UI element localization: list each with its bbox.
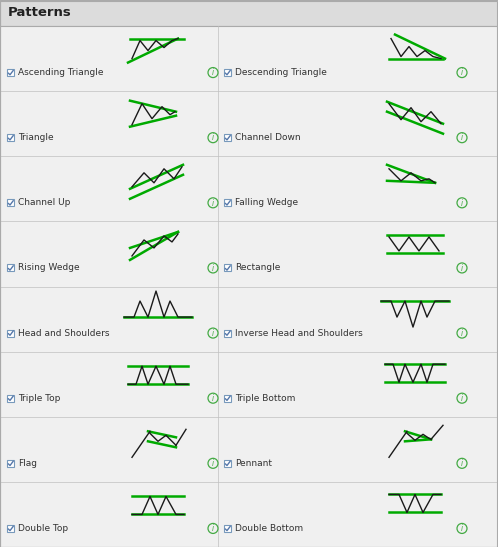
Text: i: i: [461, 199, 463, 208]
Text: i: i: [212, 524, 214, 533]
Bar: [7, 134, 14, 141]
Bar: [224, 69, 231, 76]
Text: Falling Wedge: Falling Wedge: [235, 199, 298, 207]
Bar: [224, 525, 231, 532]
Text: Channel Down: Channel Down: [235, 133, 301, 142]
Bar: [7, 329, 14, 336]
Text: Triple Bottom: Triple Bottom: [235, 394, 295, 403]
Text: Rectangle: Rectangle: [235, 264, 280, 272]
Bar: [224, 264, 231, 271]
Bar: [224, 395, 231, 401]
Text: Pennant: Pennant: [235, 459, 272, 468]
Text: Inverse Head and Shoulders: Inverse Head and Shoulders: [235, 329, 363, 337]
Text: Rising Wedge: Rising Wedge: [18, 264, 80, 272]
Text: Ascending Triangle: Ascending Triangle: [18, 68, 104, 77]
Bar: [224, 460, 231, 467]
Text: Triangle: Triangle: [18, 133, 54, 142]
Bar: [7, 264, 14, 271]
Text: i: i: [212, 329, 214, 338]
Bar: [224, 134, 231, 141]
Bar: [7, 199, 14, 206]
Bar: [7, 525, 14, 532]
Text: i: i: [461, 394, 463, 403]
Text: i: i: [212, 199, 214, 208]
Text: Channel Up: Channel Up: [18, 199, 70, 207]
Text: i: i: [461, 133, 463, 142]
Text: i: i: [461, 524, 463, 533]
Text: i: i: [461, 459, 463, 468]
Text: i: i: [461, 68, 463, 77]
Bar: [7, 395, 14, 401]
Bar: [7, 69, 14, 76]
Text: i: i: [212, 68, 214, 77]
Text: i: i: [212, 133, 214, 142]
Text: Double Top: Double Top: [18, 524, 68, 533]
Text: Descending Triangle: Descending Triangle: [235, 68, 327, 77]
Text: Patterns: Patterns: [8, 7, 72, 20]
Bar: [224, 329, 231, 336]
Text: Flag: Flag: [18, 459, 37, 468]
Text: i: i: [212, 394, 214, 403]
Text: i: i: [461, 264, 463, 273]
Text: i: i: [212, 264, 214, 273]
Text: Head and Shoulders: Head and Shoulders: [18, 329, 110, 337]
Text: Triple Top: Triple Top: [18, 394, 60, 403]
Bar: [0, 0, 498, 26]
Bar: [224, 199, 231, 206]
Bar: [7, 460, 14, 467]
Text: i: i: [461, 329, 463, 338]
Text: Double Bottom: Double Bottom: [235, 524, 303, 533]
Text: i: i: [212, 459, 214, 468]
